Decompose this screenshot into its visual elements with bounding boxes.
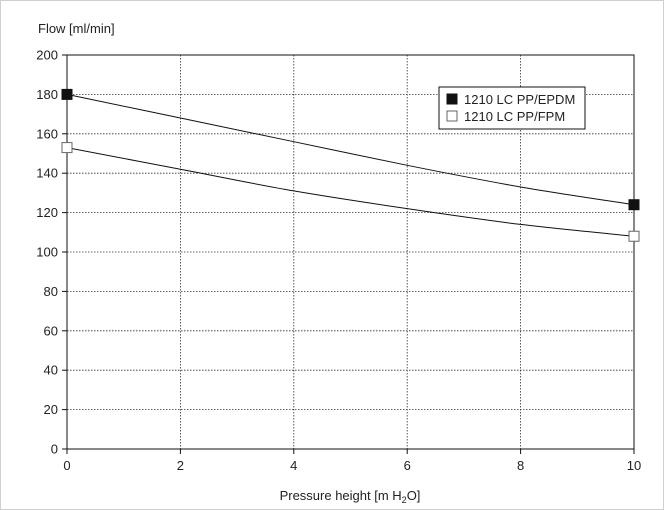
grid: [67, 55, 634, 449]
data-point: [61, 142, 73, 154]
legend-box: [438, 86, 586, 130]
legend-label: 1210 LC PP/EPDM: [464, 92, 575, 107]
x-tick-label: 10: [627, 458, 641, 473]
legend-label: 1210 LC PP/FPM: [464, 109, 565, 124]
legend-marker: [446, 93, 458, 105]
y-tick-label: 200: [36, 48, 58, 63]
legend-marker: [446, 110, 458, 122]
y-tick-label: 40: [44, 363, 58, 378]
axes: 0 20 40 60 80 100 120 140 160 180 200 0 2 4 6 8 10: [36, 48, 641, 474]
x-tick-label: 6: [404, 458, 411, 473]
y-tick-label: 0: [51, 442, 58, 457]
data-point: [628, 199, 640, 211]
x-tick-label: 2: [177, 458, 184, 473]
x-tick-label: 0: [63, 458, 70, 473]
y-tick-label: 160: [36, 126, 58, 141]
y-tick-label: 140: [36, 166, 58, 181]
x-tick-label: 4: [290, 458, 297, 473]
y-axis-label: Flow [ml/min]: [38, 21, 115, 36]
y-tick-label: 100: [36, 245, 58, 260]
series-line: [66, 147, 635, 237]
x-tick-label: 8: [517, 458, 524, 473]
legend: 1210 LC PP/EPDM 1210 LC PP/FPM: [438, 86, 586, 130]
data-point: [628, 230, 640, 242]
y-tick-label: 180: [36, 87, 58, 102]
y-tick-label: 60: [44, 323, 58, 338]
y-tick-label: 20: [44, 402, 58, 417]
y-tick-label: 80: [44, 284, 58, 299]
series: [61, 88, 640, 242]
y-tick-label: 120: [36, 205, 58, 220]
data-point: [61, 88, 73, 100]
series-line: [66, 93, 635, 206]
x-axis-label: Pressure height [m H2O]: [280, 488, 421, 505]
